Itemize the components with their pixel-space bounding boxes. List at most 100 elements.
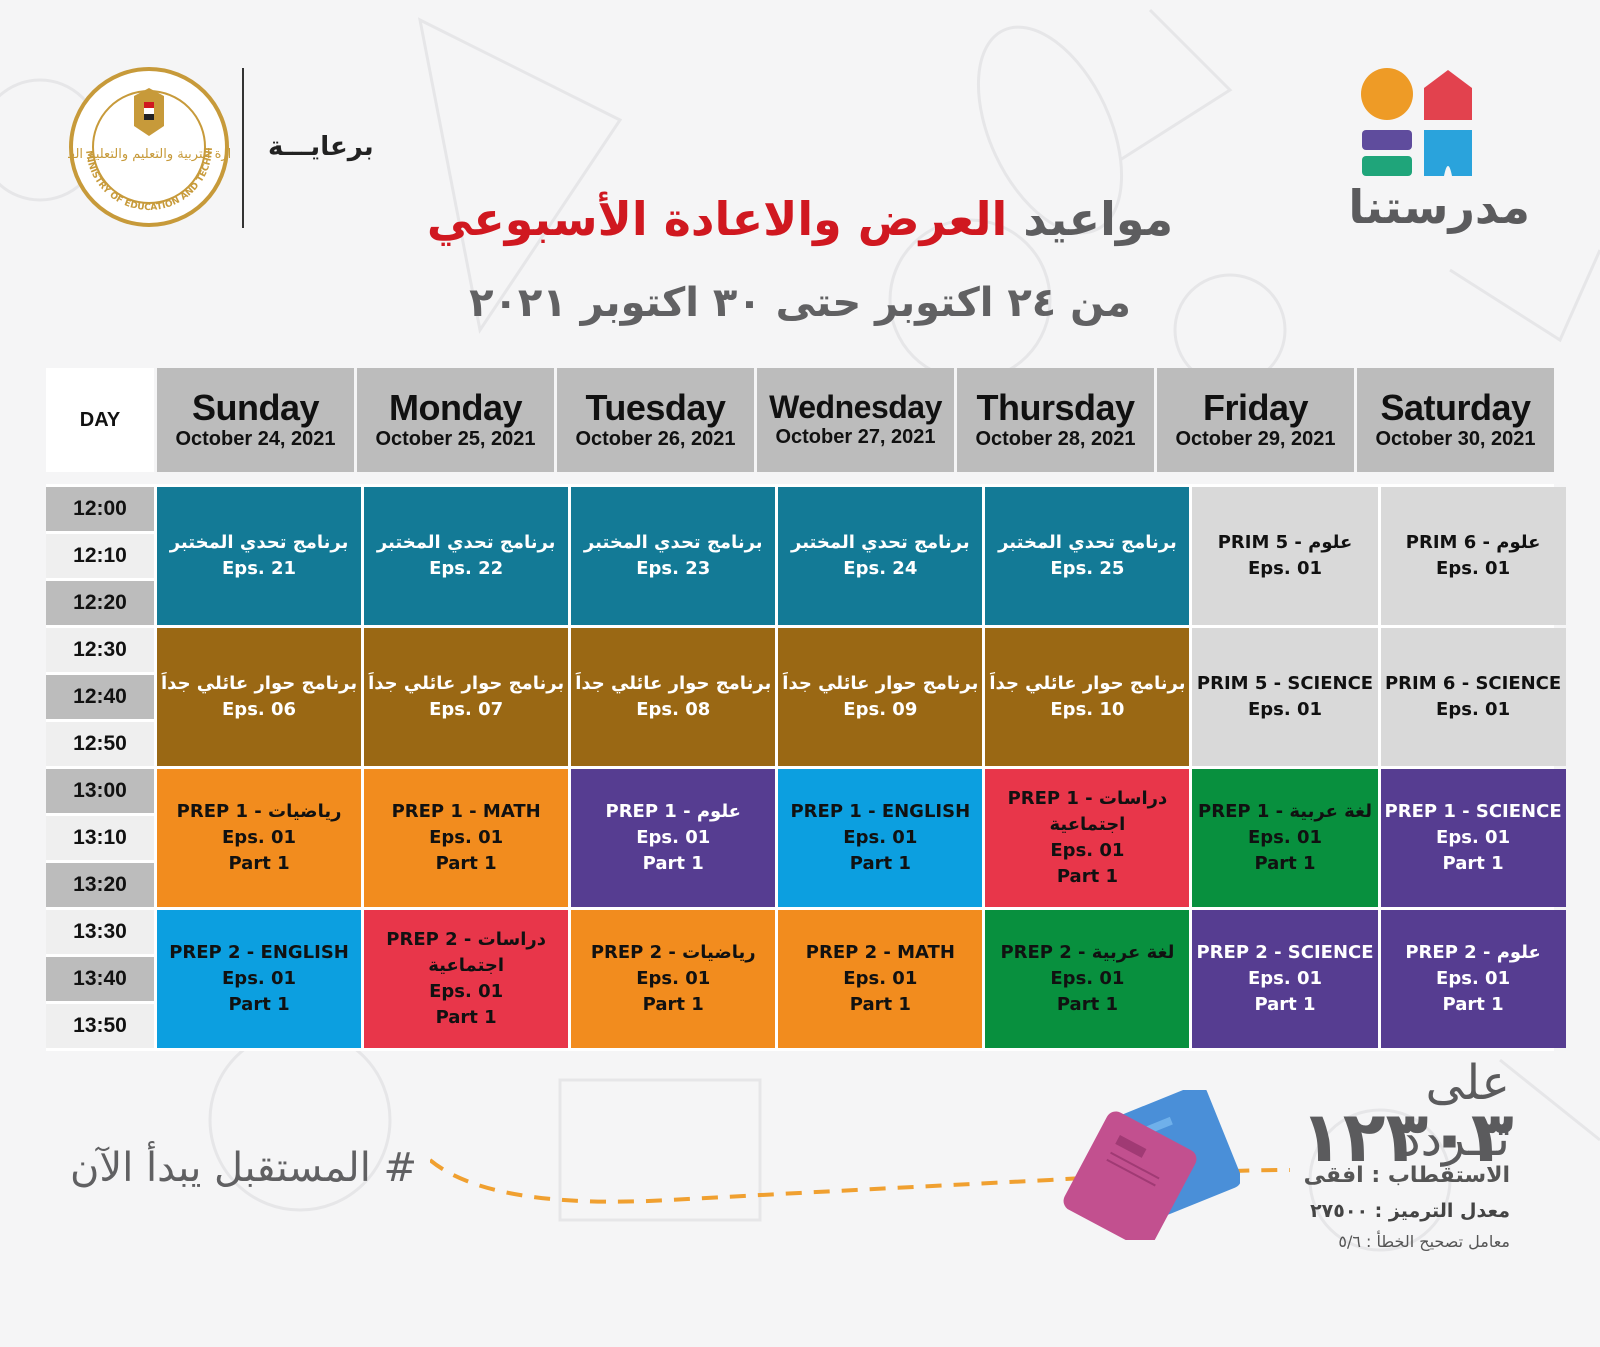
program-slot-sunday: برنامج تحدي المختبر Eps. 21: [157, 487, 362, 625]
program-title: PREP 1 - دراسات اجتماعية: [1007, 787, 1168, 835]
program-slot-monday: برنامج تحدي المختبر Eps. 22: [364, 487, 569, 625]
time-group: 13:00 13:10 13:20: [46, 769, 154, 907]
episode-number: Eps. 08: [636, 699, 711, 720]
program-title: برنامج تحدي المختبر: [791, 531, 970, 553]
program-slot-wednesday: برنامج تحدي المختبر Eps. 24: [778, 487, 983, 625]
episode-number: Eps. 01: [1436, 558, 1511, 579]
part-number: Part 1: [1254, 994, 1316, 1016]
day-header-thursday: Thursday October 28, 2021: [957, 368, 1154, 472]
program-slot-sunday: برنامج حوار عائلي جداَ Eps. 06: [157, 628, 362, 766]
episode-number: Eps. 25: [1050, 558, 1125, 579]
program-title: PREP 2 - SCIENCE: [1196, 941, 1374, 963]
sponsor-label: برعايـــة: [268, 132, 374, 162]
part-number: Part 1: [1254, 853, 1316, 875]
time-group: 13:30 13:40 13:50: [46, 910, 154, 1048]
episode-number: Eps. 01: [636, 967, 711, 989]
episode-number: Eps. 01: [1050, 967, 1125, 989]
day-date: October 27, 2021: [775, 425, 936, 448]
program-title: PREP 2 - علوم: [1405, 941, 1541, 963]
madrasatna-logo-icon: [1361, 68, 1472, 176]
part-number: Part 1: [642, 853, 704, 875]
date-range-subtitle: من ٢٤ اكتوبر حتى ٣٠ اكتوبر ٢٠٢١: [469, 280, 1131, 326]
time-group: 12:00 12:10 12:20: [46, 487, 154, 625]
day-header-monday: Monday October 25, 2021: [357, 368, 554, 472]
part-number: Part 1: [1056, 866, 1118, 888]
program-title: PREP 2 - رياضيات: [590, 941, 756, 963]
hashtag-slogan: # المستقبل يبدأ الآن: [70, 1145, 418, 1191]
time-cell: 13:50: [46, 1004, 154, 1048]
episode-number: Eps. 01: [1436, 699, 1511, 720]
episode-number: Eps. 01: [1247, 699, 1323, 720]
program-slot-tuesday: برنامج تحدي المختبر Eps. 23: [571, 487, 776, 625]
brand-name: مدرستنا: [1348, 180, 1531, 234]
program-title: برنامج حوار عائلي جداَ: [368, 672, 565, 694]
program-slot-friday: PREP 1 - لغة عربية Eps. 01 Part 1: [1192, 769, 1378, 907]
time-cell: 13:30: [46, 910, 154, 954]
episode-number: Eps. 01: [843, 826, 918, 848]
fec-text: معامل تصحيح الخطأ : ٥/٦: [1338, 1232, 1510, 1251]
time-cell: 12:30: [46, 628, 154, 672]
header-divider: [242, 68, 244, 228]
program-title: PREP 2 - دراسات اجتماعية: [386, 928, 546, 976]
episode-number: Eps. 01: [1436, 826, 1511, 848]
part-number: Part 1: [1442, 994, 1504, 1016]
ministry-arabic-text: وزارة التربية والتعليم والتعليم الفني: [68, 147, 230, 162]
episode-number: Eps. 22: [429, 558, 504, 579]
episode-number: Eps. 01: [1247, 558, 1323, 579]
episode-number: Eps. 01: [222, 826, 297, 848]
program-title: برنامج تحدي المختبر: [583, 531, 763, 553]
day-name: Tuesday: [585, 387, 726, 429]
time-cell: 12:00: [46, 487, 154, 531]
program-title: PREP 1 - SCIENCE: [1384, 800, 1562, 822]
program-slot-saturday: PREP 1 - SCIENCE Eps. 01 Part 1: [1380, 769, 1566, 907]
episode-number: Eps. 24: [843, 558, 918, 579]
time-cell: 13:20: [46, 863, 154, 907]
program-title: برنامج تحدي المختبر: [376, 531, 556, 553]
program-title: PREP 2 - ENGLISH: [169, 941, 349, 963]
program-title: PRIM 5 - علوم: [1217, 531, 1353, 553]
day-date: October 25, 2021: [375, 427, 536, 450]
day-date: October 26, 2021: [575, 427, 736, 450]
frequency-label: على تــردد: [1399, 1055, 1510, 1167]
program-slot-friday: PRIM 5 - علوم Eps. 01: [1192, 487, 1378, 625]
day-header-wednesday: Wednesday October 27, 2021: [757, 368, 954, 472]
polarization-text: الاستقطاب : افقى: [1303, 1163, 1510, 1188]
page-title: مواعيد العرض والاعادة الأسبوعي: [300, 192, 1300, 246]
day-name: Friday: [1202, 387, 1309, 429]
episode-number: Eps. 01: [1247, 826, 1323, 848]
program-slot-tuesday: PREP 1 - علوم Eps. 01 Part 1: [571, 769, 776, 907]
program-slot-sunday: PREP 1 - رياضيات Eps. 01 Part 1: [157, 769, 362, 907]
day-name: Sunday: [191, 387, 320, 429]
time-cell: 12:10: [46, 534, 154, 578]
program-slot-saturday: PRIM 6 - SCIENCE Eps. 01: [1380, 628, 1566, 766]
program-title: PREP 1 - MATH: [391, 800, 541, 822]
schedule-table: DAY Sunday October 24, 2021 Monday October…: [46, 368, 1566, 1051]
part-number: Part 1: [228, 994, 290, 1016]
program-title: PREP 2 - MATH: [805, 941, 955, 963]
episode-number: Eps. 01: [843, 967, 918, 989]
day-header-saturday: Saturday October 30, 2021: [1357, 368, 1554, 472]
program-slot-monday: PREP 2 - دراسات اجتماعية Eps. 01 Part 1: [364, 910, 569, 1048]
part-number: Part 1: [642, 994, 704, 1016]
episode-number: Eps. 01: [429, 981, 504, 1002]
books-illustration: [1063, 1090, 1240, 1240]
part-number: Part 1: [1056, 994, 1118, 1016]
program-slot-saturday: PREP 2 - علوم Eps. 01 Part 1: [1380, 910, 1566, 1048]
program-title: PRIM 6 - SCIENCE: [1384, 672, 1562, 694]
ministry-of-education-logo: وزارة التربية والتعليم والتعليم الفني MI…: [68, 66, 230, 227]
program-title: PREP 2 - لغة عربية: [1000, 941, 1175, 963]
program-slot-thursday: برنامج حوار عائلي جداَ Eps. 10: [985, 628, 1190, 766]
part-number: Part 1: [435, 1007, 497, 1029]
program-slot-wednesday: برنامج حوار عائلي جداَ Eps. 09: [778, 628, 983, 766]
episode-number: Eps. 10: [1050, 699, 1125, 720]
program-slot-thursday: برنامج تحدي المختبر Eps. 25: [985, 487, 1190, 625]
program-slot-tuesday: برنامج حوار عائلي جداَ Eps. 08: [571, 628, 776, 766]
time-cell: 13:10: [46, 816, 154, 860]
program-title: برنامج حوار عائلي جداَ: [575, 672, 772, 694]
episode-number: Eps. 01: [636, 826, 711, 848]
episode-number: Eps. 01: [222, 967, 297, 989]
part-number: Part 1: [435, 853, 497, 875]
program-slot-friday: PRIM 5 - SCIENCE Eps. 01: [1192, 628, 1378, 766]
title-part-gray: مواعيد: [1023, 192, 1174, 246]
episode-number: Eps. 07: [429, 699, 504, 720]
